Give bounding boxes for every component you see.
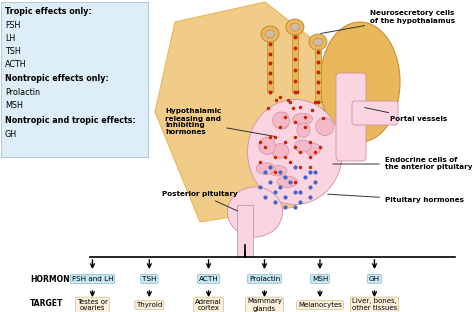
Ellipse shape [277,176,297,188]
Text: TSH: TSH [5,47,21,56]
Text: Hypothalamic
releasing and
inhibiting
hormones: Hypothalamic releasing and inhibiting ho… [165,109,275,137]
Ellipse shape [309,34,327,50]
Text: Portal vessels: Portal vessels [365,108,447,122]
Ellipse shape [294,140,311,152]
FancyBboxPatch shape [315,50,321,102]
Text: LH: LH [5,34,15,43]
Ellipse shape [259,137,275,155]
Text: ACTH: ACTH [199,276,219,282]
Text: TSH: TSH [142,276,156,282]
Ellipse shape [261,26,279,42]
Ellipse shape [291,23,300,31]
FancyBboxPatch shape [267,42,273,92]
Text: FSH and LH: FSH and LH [72,276,113,282]
Text: Neurosecretory cells
of the hypothalamus: Neurosecretory cells of the hypothalamus [321,11,455,33]
Text: Adrenal
cortex: Adrenal cortex [195,299,222,311]
Text: Tropic effects only:: Tropic effects only: [5,7,92,16]
Ellipse shape [256,163,275,174]
Ellipse shape [320,22,400,142]
Ellipse shape [273,112,290,129]
Text: Nontropic and tropic effects:: Nontropic and tropic effects: [5,116,136,125]
Text: Prolactin: Prolactin [5,88,40,97]
Ellipse shape [247,100,343,204]
Polygon shape [155,2,330,222]
FancyBboxPatch shape [292,35,298,92]
Text: Nontropic effects only:: Nontropic effects only: [5,74,109,83]
Ellipse shape [265,30,274,38]
Text: GH: GH [5,130,17,139]
Text: FSH: FSH [5,21,20,30]
Ellipse shape [292,113,312,125]
Ellipse shape [316,118,334,135]
Ellipse shape [277,113,289,129]
Ellipse shape [297,123,310,137]
Ellipse shape [272,144,289,158]
Text: MSH: MSH [312,276,328,282]
Text: ACTH: ACTH [5,60,27,69]
FancyBboxPatch shape [1,2,148,157]
Text: Mammary
glands: Mammary glands [247,299,282,311]
FancyBboxPatch shape [237,205,253,257]
Text: GH: GH [369,276,380,282]
Text: Liver, bones,
other tissues: Liver, bones, other tissues [352,299,397,311]
Text: Endocrine cells of
the anterior pituitary: Endocrine cells of the anterior pituitar… [333,158,473,170]
Text: Posterior pituitary: Posterior pituitary [162,191,238,211]
Text: Prolactin: Prolactin [249,276,280,282]
Text: Pituitary hormones: Pituitary hormones [328,194,464,203]
Text: Thyroid: Thyroid [136,302,163,308]
FancyBboxPatch shape [352,101,398,125]
Ellipse shape [269,166,287,176]
FancyBboxPatch shape [336,73,366,161]
Text: Melanocytes: Melanocytes [298,302,342,308]
Ellipse shape [313,38,322,46]
Text: Testes or
ovaries: Testes or ovaries [77,299,108,311]
Text: TARGET: TARGET [30,300,64,309]
Ellipse shape [305,143,320,155]
Ellipse shape [228,187,283,237]
Text: HORMONE: HORMONE [30,275,75,284]
Ellipse shape [286,19,304,35]
Text: MSH: MSH [5,101,23,110]
